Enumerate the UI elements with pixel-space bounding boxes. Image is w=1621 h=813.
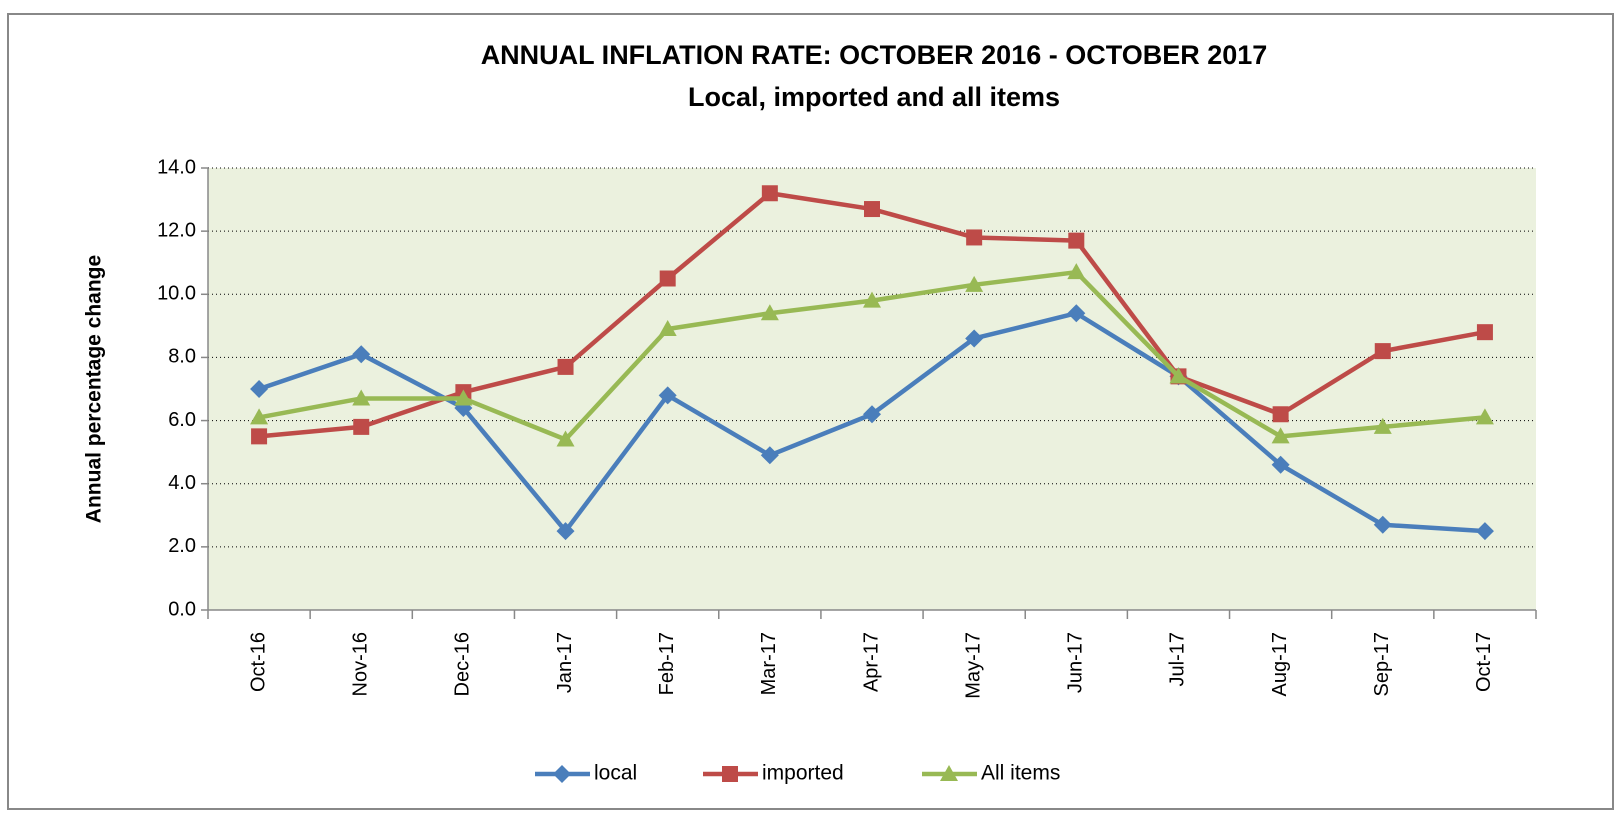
x-tick-label: Nov-16 (350, 632, 372, 696)
y-tick-label: 12.0 (157, 219, 196, 241)
data-point (1476, 324, 1493, 341)
data-point (1475, 408, 1494, 425)
x-tick-label: May-17 (962, 632, 984, 699)
legend-marker (553, 765, 571, 783)
y-tick-label: 2.0 (168, 535, 196, 557)
data-point (352, 345, 371, 364)
data-point (1067, 304, 1086, 323)
legend-marker (940, 765, 958, 781)
data-point (1271, 455, 1290, 474)
data-point (1169, 367, 1188, 384)
y-tick-label: 8.0 (168, 346, 196, 368)
data-point (1373, 515, 1392, 534)
data-point (556, 430, 575, 447)
data-point (1373, 417, 1392, 434)
chart-subtitle: Local, imported and all items (688, 82, 1060, 112)
x-tick-label: Sep-17 (1371, 632, 1393, 697)
data-point (1272, 406, 1289, 423)
data-point (760, 304, 779, 321)
x-tick-label: Jan-17 (554, 632, 576, 693)
data-point (557, 358, 574, 375)
data-point (251, 428, 268, 445)
data-point (965, 329, 984, 348)
data-point (965, 275, 984, 292)
plot-area (208, 168, 1536, 610)
chart-title: ANNUAL INFLATION RATE: OCTOBER 2016 - OC… (481, 40, 1268, 70)
y-tick-label: 10.0 (157, 283, 196, 305)
data-point (966, 229, 983, 246)
data-point (1271, 427, 1290, 444)
x-tick-label: Oct-16 (247, 632, 269, 692)
data-point (1475, 522, 1494, 541)
x-tick-label: Dec-16 (452, 632, 474, 696)
legend-label: local (594, 762, 637, 785)
data-point (250, 408, 269, 425)
data-point (864, 201, 880, 218)
data-point (1374, 343, 1391, 360)
data-point (863, 405, 881, 424)
y-tick-label: 6.0 (168, 409, 196, 431)
x-tick-label: Jun-17 (1065, 632, 1087, 693)
data-point (658, 320, 677, 337)
data-point (658, 386, 677, 405)
data-point (454, 389, 473, 406)
x-tick-label: Apr-17 (860, 632, 882, 692)
data-point (352, 389, 371, 406)
x-tick-label: Oct-17 (1473, 632, 1495, 692)
data-point (1068, 232, 1085, 249)
data-point (761, 185, 778, 202)
x-tick-label: Feb-17 (656, 632, 678, 695)
x-tick-label: Jul-17 (1167, 632, 1189, 686)
data-point (1067, 263, 1086, 280)
data-point (760, 446, 779, 465)
y-axis-title: Annual percentage change (83, 255, 106, 523)
legend-label: All items (981, 762, 1060, 785)
x-tick-label: Aug-17 (1269, 632, 1291, 697)
data-point (250, 380, 269, 398)
data-point (556, 522, 575, 541)
y-tick-label: 14.0 (157, 156, 196, 178)
y-tick-label: 0.0 (168, 598, 196, 620)
x-tick-label: Mar-17 (758, 632, 780, 695)
data-point (659, 270, 676, 287)
y-tick-label: 4.0 (168, 472, 196, 494)
legend-label: imported (762, 762, 844, 785)
legend-marker (722, 766, 738, 782)
data-point (353, 418, 370, 435)
data-point (863, 291, 881, 308)
